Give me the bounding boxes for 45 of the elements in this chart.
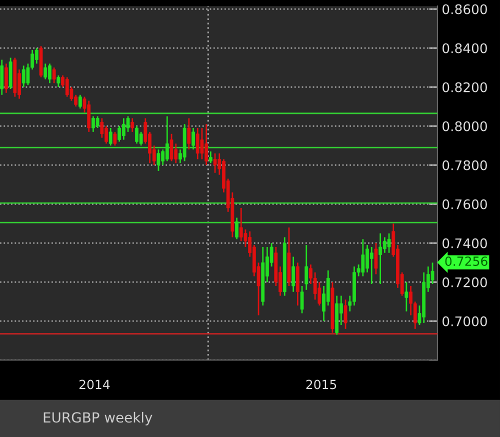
candlestick	[192, 127, 195, 150]
text: EURGBP weekly	[44, 412, 152, 426]
y-tick-label: 0.7800	[442, 160, 487, 170]
candlestick	[56, 74, 60, 88]
candlestick	[292, 256, 296, 293]
candlestick	[208, 150, 212, 164]
candlestick	[170, 133, 174, 162]
candlestick	[344, 298, 348, 330]
y-tick-label: 0.7400	[442, 238, 487, 248]
candlestick	[78, 94, 82, 110]
candlestick	[300, 285, 304, 314]
candlestick	[361, 238, 365, 277]
text: 0.7256	[445, 256, 488, 266]
candlestick	[374, 242, 378, 275]
candlestick	[404, 281, 408, 312]
x-tick-label: 2014	[79, 380, 110, 390]
candlestick	[96, 116, 100, 129]
x-tick-label: 2015	[306, 380, 336, 390]
y-tick-label: 0.7600	[442, 199, 487, 210]
y-tick-label: 0.8400	[442, 43, 487, 54]
candlestick	[4, 62, 8, 94]
candlestick	[108, 127, 112, 146]
y-tick-label: 0.8600	[442, 4, 487, 14]
candlestick	[100, 118, 104, 138]
candlestick	[0, 59, 4, 96]
candlestick	[165, 116, 169, 162]
candlestick	[213, 152, 217, 174]
candlestick	[156, 148, 160, 172]
candlestick	[113, 131, 117, 146]
candlestick	[34, 47, 38, 64]
candlestick	[44, 62, 48, 80]
candlestick	[118, 125, 122, 142]
candlestick	[139, 131, 143, 146]
candlestick	[235, 217, 238, 240]
candlestick	[52, 66, 56, 84]
y-tick-label: 0.8000	[442, 121, 487, 132]
y-tick-label: 0.7000	[442, 316, 487, 326]
candlestick	[370, 246, 374, 285]
candlestick	[378, 232, 382, 285]
y-tick-label: 0.8200	[442, 82, 487, 92]
candlestick	[304, 244, 308, 291]
candlestick	[387, 232, 391, 254]
candlestick	[130, 118, 134, 133]
y-tick-label: 0.7200	[442, 277, 487, 288]
candlestick	[187, 118, 191, 150]
